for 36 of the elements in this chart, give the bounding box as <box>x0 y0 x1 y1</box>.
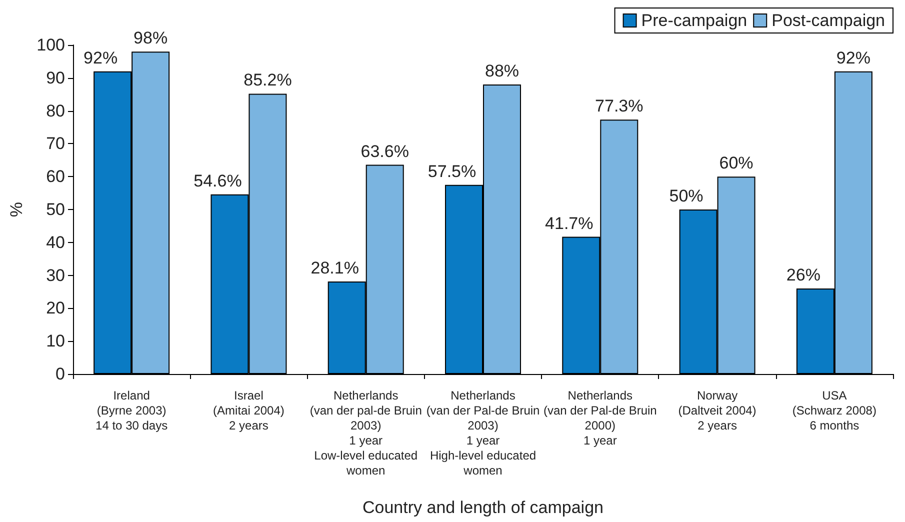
data-label: 92% <box>836 48 870 68</box>
x-tick-label: Netherlands (van der Pal-de Bruin 2003) 1 year High-level educated women <box>426 388 540 478</box>
x-tick-label: Netherlands (van der Pal-de Bruin 2000) 1 year <box>543 388 657 448</box>
y-axis-title: % <box>7 202 26 218</box>
y-tick-label: 10 <box>46 332 65 351</box>
x-tick-label: Norway (Daltveit 2004) 2 years <box>678 388 756 432</box>
data-label: 28.1% <box>310 258 359 278</box>
x-tick-label: Israel (Amitai 2004) 2 years <box>213 388 284 432</box>
data-label: 54.6% <box>194 171 242 190</box>
x-tick-label: Ireland (Byrne 2003) 14 to 30 days <box>96 388 168 432</box>
data-label: 98% <box>134 28 168 48</box>
data-label: 57.5% <box>428 162 476 181</box>
data-label: 92% <box>84 48 118 68</box>
y-tick-label: 90 <box>46 68 65 88</box>
x-tick-label: Netherlands (van der pal-de Bruin 2003) 1 year Low-level educated women <box>310 388 422 478</box>
data-label: 60% <box>719 154 754 173</box>
y-tick-label: 0 <box>56 364 65 384</box>
y-tick-label: 30 <box>46 266 65 285</box>
y-tick-label: 40 <box>46 232 65 252</box>
y-tick-label: 60 <box>46 167 65 186</box>
x-axis-title: Country and length of campaign <box>362 498 604 517</box>
legend-label: Post-campaign <box>772 11 885 30</box>
y-tick-label: 50 <box>46 200 65 219</box>
legend-label: Pre-campaign <box>641 11 748 30</box>
data-label: 41.7% <box>545 214 594 233</box>
data-label: 85.2% <box>244 70 292 90</box>
y-tick-label: 70 <box>46 134 65 154</box>
data-label: 50% <box>669 186 704 206</box>
data-label: 77.3% <box>595 96 644 116</box>
y-tick-label: 100 <box>36 36 65 54</box>
data-label: 26% <box>786 265 820 284</box>
x-tick-label: USA (Schwarz 2008) 6 months <box>792 388 876 432</box>
data-label: 88% <box>484 61 520 80</box>
data-label: 63.6% <box>360 142 409 161</box>
y-tick-label: 80 <box>46 101 65 120</box>
y-tick-label: 20 <box>46 298 65 318</box>
